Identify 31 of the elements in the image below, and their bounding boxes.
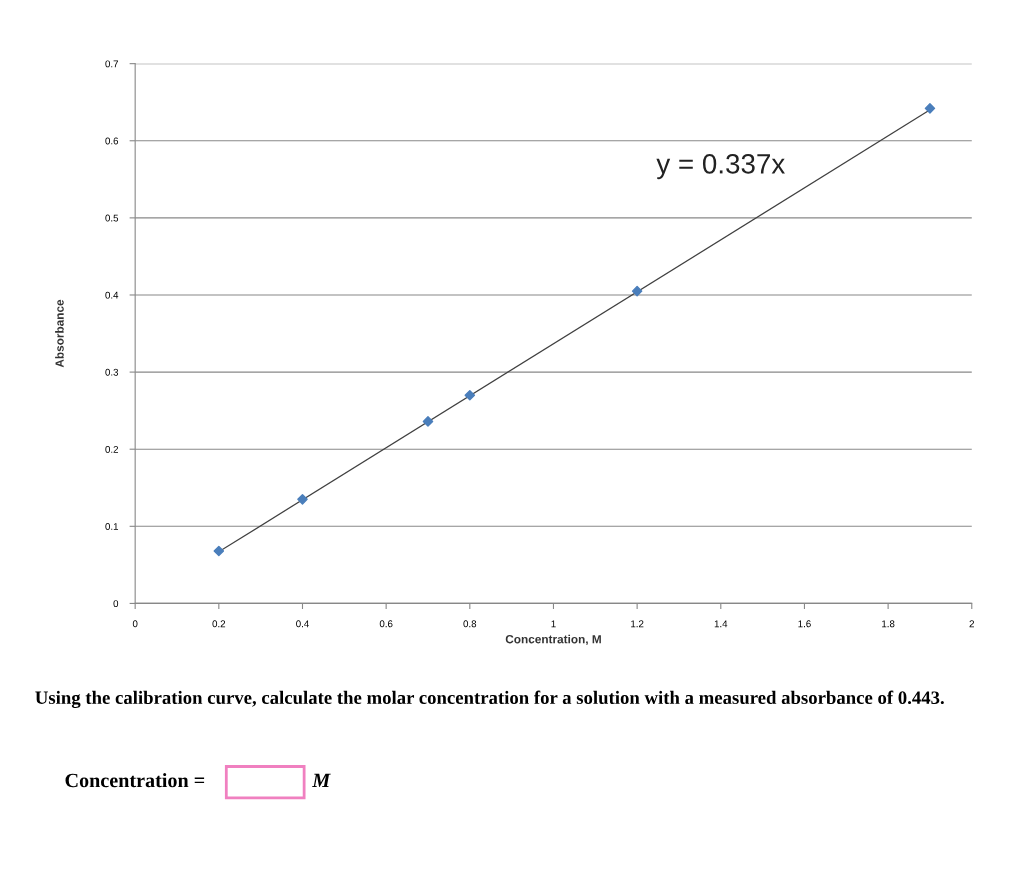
x-tick-label: 1.8 [882,620,895,628]
y-tick-label: 0.6 [105,137,119,145]
point [631,285,643,297]
text: Using the calibration curve, calculate the molar concentration for a solution with a measured absorbance of 0.443. [35,690,944,708]
y-tick-label: 0.4 [105,291,119,299]
annotation: y = 0.337x [656,154,785,180]
x-tick-label: 1.2 [631,620,644,628]
text: Concentration = [65,773,205,788]
y-tick-label: 0.2 [105,445,119,453]
point [422,416,434,427]
x-tick-label: 1 [551,620,556,628]
x-tick-label: 0.6 [379,620,393,628]
y-axis-title: Absorbance [55,299,64,368]
y-tick-label: 0 [113,600,119,608]
x-axis-title: Concentration, M [505,634,601,646]
point [213,545,225,557]
point [297,494,308,505]
y-tick-label: 0.1 [105,523,119,530]
x-tick-label: 0 [132,620,138,628]
x-tick-label: 0.8 [463,620,477,628]
x-tick-label: 2 [969,620,974,628]
text: M [312,773,331,788]
x-tick-label: 1.4 [714,620,728,628]
point [924,103,936,114]
x-tick-label: 1.6 [798,620,811,628]
x-tick-label: 0.2 [212,620,226,628]
y-tick-label: 0.5 [105,214,119,222]
point [464,389,476,401]
y-tick-label: 0.7 [105,60,119,68]
y-tick-label: 0.3 [105,368,119,376]
x-tick-label: 0.4 [296,620,309,628]
